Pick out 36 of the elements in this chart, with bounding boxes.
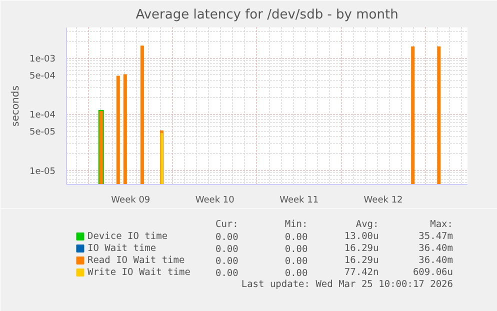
text: 0.00: [215, 232, 239, 243]
y-tick-label: 5e-05: [30, 128, 56, 138]
x-tick-label: Week 10: [195, 196, 235, 206]
x-tick-label: Week 09: [111, 196, 150, 206]
legend-label: Write IO Wait time: [87, 267, 191, 278]
text: 35.47m: [418, 231, 454, 242]
text: Last update: Wed Mar 25 10:00:17 2026: [241, 279, 454, 290]
x-tick-label: Week 12: [364, 196, 403, 206]
text: Cur:: [215, 219, 238, 230]
text: 609.06u: [412, 267, 453, 278]
y-tick-label: 1e-05: [30, 166, 56, 177]
text: 0.00: [284, 256, 308, 267]
text: 16.29u: [344, 255, 379, 266]
x-tick-label: Week 11: [280, 196, 319, 206]
chart-title: Average latency for /dev/sdb - by month: [136, 8, 398, 22]
text: 36.40m: [418, 255, 454, 266]
text: 0.00: [284, 232, 308, 243]
legend-label: Read IO Wait time: [87, 255, 185, 266]
text: Avg:: [356, 219, 379, 230]
y-axis-title: seconds: [10, 86, 22, 126]
y-tick-label: 1e-04: [30, 110, 56, 121]
text: Min:: [284, 219, 308, 230]
text: 16.29u: [344, 243, 379, 254]
text: 77.42n: [344, 267, 379, 278]
text: 13.00u: [344, 231, 379, 242]
y-tick-label: 1e-03: [30, 54, 56, 65]
text: 36.40m: [418, 243, 454, 254]
legend-label: IO Wait time: [87, 243, 156, 254]
text: Max:: [430, 219, 453, 230]
text: 0.00: [215, 268, 239, 279]
text: 0.00: [215, 244, 239, 255]
y-tick-label: 5e-04: [30, 71, 56, 82]
text: 0.00: [284, 244, 308, 255]
text: 0.00: [215, 256, 239, 267]
text: 0.00: [284, 268, 308, 279]
legend-label: Device IO time: [87, 231, 168, 242]
